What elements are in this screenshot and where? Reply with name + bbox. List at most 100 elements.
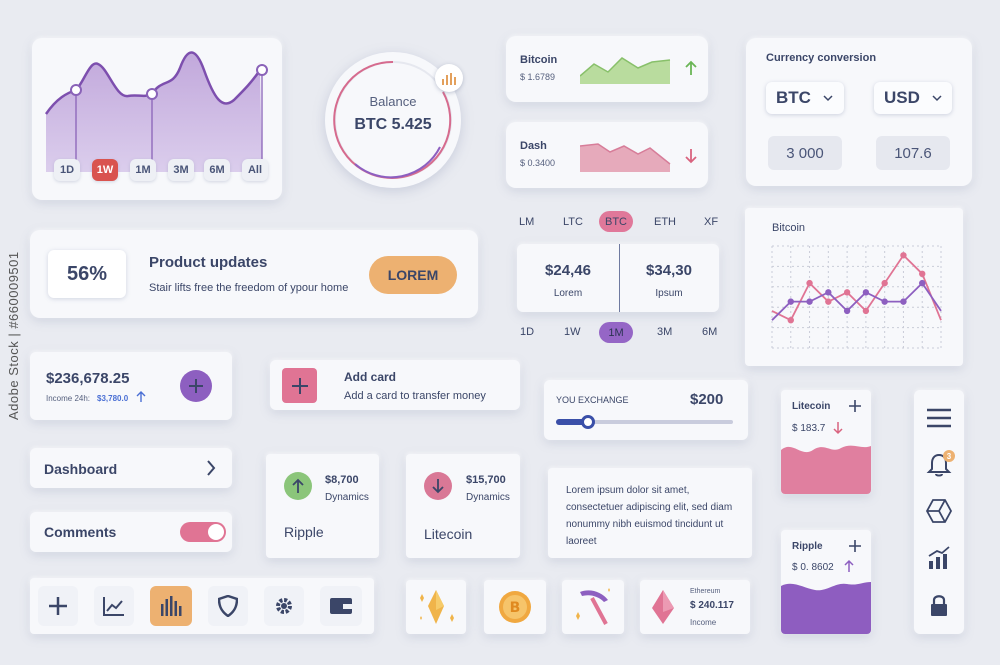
wallet-icon [330, 598, 352, 614]
data-point [825, 289, 832, 296]
toolbar-line-chart-button[interactable] [94, 586, 134, 626]
range-3m[interactable]: 3M [168, 159, 194, 181]
ethereum-tile[interactable]: Ethereum $ 240.117 Income [640, 580, 750, 634]
dash-mini-name: Dash [520, 140, 547, 152]
product-updates-card: 56% Product updates Stair lifts free the… [30, 230, 478, 318]
ripple-tile[interactable]: $8,700 Dynamics Ripple [266, 454, 379, 558]
data-point [806, 279, 813, 287]
dashboard-row[interactable]: Dashboard [30, 448, 232, 488]
to-currency-select[interactable]: USD [874, 82, 952, 114]
period-1d[interactable]: 1D [520, 326, 535, 338]
data-point [843, 307, 851, 315]
bitcoin-chart-title: Bitcoin [772, 222, 806, 234]
exchange-slider-track[interactable] [556, 420, 733, 424]
plus-icon [291, 377, 308, 394]
tab-ltc[interactable]: LTC [563, 216, 583, 228]
data-point [900, 298, 907, 305]
toolbar-plus-button[interactable] [38, 586, 78, 626]
exchange-slider-knob[interactable] [580, 415, 595, 429]
range-all[interactable]: All [242, 159, 268, 181]
period-1m[interactable]: 1M [599, 322, 633, 343]
price-pair-card: $24,46 Lorem $34,30 Ipsum [517, 244, 719, 312]
notification-badge: 3 [943, 450, 955, 462]
add-card-button[interactable] [282, 368, 317, 403]
exchange-card: YOU EXCHANGE $200 [544, 380, 748, 440]
data-point [881, 279, 888, 287]
income-label: Income 24h: [46, 394, 91, 403]
litecoin-card[interactable]: Litecoin $ 183.7 [781, 390, 871, 494]
range-1w[interactable]: 1W [92, 159, 118, 181]
data-point [787, 298, 794, 305]
litecoin-tile-name: Litecoin [424, 526, 473, 542]
menu-icon[interactable] [926, 408, 952, 428]
data-point [843, 289, 851, 296]
comments-toggle[interactable] [180, 522, 226, 542]
data-point [825, 298, 832, 305]
toggle-knob [208, 524, 224, 540]
to-amount-field[interactable]: 107.6 [876, 136, 950, 170]
toolbar-shield-button[interactable] [208, 586, 248, 626]
ripple-card[interactable]: Ripple $ 0. 8602 [781, 530, 871, 634]
series-line-1 [771, 253, 942, 322]
litecoin-card-price: $ 183.7 [792, 423, 826, 434]
range-1d[interactable]: 1D [54, 159, 80, 181]
line-chart-icon [103, 597, 124, 616]
cube-icon[interactable] [925, 498, 953, 524]
bitcoin-mini-card[interactable]: Bitcoin $ 1.6789 [506, 36, 708, 102]
add-income-button[interactable] [180, 370, 212, 402]
plus-icon[interactable] [849, 540, 861, 552]
dash-mini-card[interactable]: Dash $ 0.3400 [506, 122, 708, 188]
tab-lm[interactable]: LM [519, 216, 535, 228]
trend-down-icon [833, 422, 843, 435]
toolbar-bar-chart-button[interactable] [150, 586, 192, 626]
pickaxe-icon [576, 588, 610, 625]
data-point [900, 252, 907, 259]
bar-chart-icon [161, 596, 182, 616]
chevron-down-icon [823, 94, 833, 101]
range-1m[interactable]: 1M [130, 159, 156, 181]
litecoin-tile[interactable]: $15,700 Dynamics Litecoin [406, 454, 520, 558]
range-6m[interactable]: 6M [204, 159, 230, 181]
ripple-tile-value: $8,700 [325, 474, 359, 486]
bitcoin-mini-name: Bitcoin [520, 54, 558, 66]
crystal-tile[interactable] [406, 580, 466, 634]
add-card-card[interactable]: Add card Add a card to transfer money [270, 360, 520, 410]
balance-chart-icon[interactable] [435, 64, 463, 92]
svg-text:B: B [510, 600, 521, 616]
data-point [806, 298, 813, 305]
period-1w[interactable]: 1W [564, 326, 581, 338]
balance-value: BTC 5.425 [354, 116, 432, 133]
bar-chart-icon[interactable] [927, 546, 951, 570]
main-area-chart [44, 51, 268, 172]
bitcoin-chart-card: Bitcoin [745, 208, 963, 366]
balance-label: Balance [369, 94, 417, 109]
period-3m[interactable]: 3M [657, 326, 673, 338]
pickaxe-tile[interactable] [562, 580, 624, 634]
tab-eth[interactable]: ETH [654, 216, 676, 228]
bitcoin-coin-tile[interactable]: B [484, 580, 546, 634]
tab-xf[interactable]: XF [704, 216, 719, 228]
product-subtitle: Stair lifts free the freedom of ypour ho… [149, 282, 349, 294]
arrow-down-circle-icon [424, 472, 452, 500]
comments-row: Comments [30, 512, 232, 552]
toolbar-wallet-button[interactable] [320, 586, 362, 626]
tab-btc[interactable]: BTC [599, 211, 633, 232]
lock-icon[interactable] [929, 594, 949, 618]
lorem-button[interactable]: LOREM [369, 256, 457, 294]
trend-down-icon [685, 149, 697, 164]
sidebar: 3 [914, 390, 964, 634]
litecoin-wave [781, 445, 871, 494]
from-amount-field[interactable]: 3 000 [768, 136, 842, 170]
exchange-label: YOU EXCHANGE [556, 395, 629, 405]
toolbar-settings-button[interactable] [264, 586, 304, 626]
data-point [862, 289, 870, 296]
ripple-wave [781, 582, 871, 634]
bottom-toolbar [30, 578, 374, 634]
from-currency-select[interactable]: BTC [766, 82, 844, 114]
period-6m[interactable]: 6M [702, 326, 718, 338]
income-change: $3,780.0 [97, 394, 129, 403]
ripple-card-price: $ 0. 8602 [792, 562, 834, 573]
series-line-2 [771, 281, 942, 321]
litecoin-tile-value: $15,700 [466, 474, 506, 486]
plus-icon[interactable] [849, 400, 861, 412]
